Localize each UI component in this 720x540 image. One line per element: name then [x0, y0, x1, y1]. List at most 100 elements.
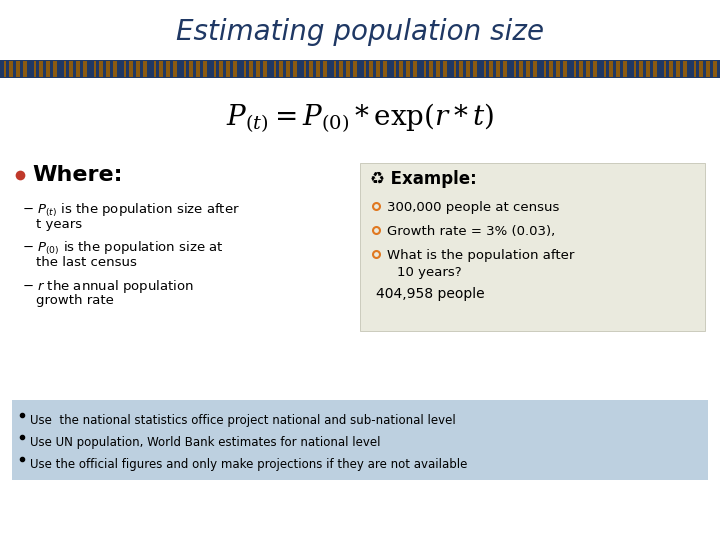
Bar	[117, 61, 120, 77]
Bar	[200, 61, 203, 77]
Bar	[327, 61, 330, 77]
Bar	[387, 61, 390, 77]
Text: Estimating population size: Estimating population size	[176, 18, 544, 46]
Bar	[717, 61, 720, 77]
Text: the last census: the last census	[36, 256, 137, 269]
Bar	[606, 61, 609, 77]
Bar	[613, 61, 616, 77]
Bar	[470, 61, 473, 77]
Bar	[544, 61, 570, 77]
Bar	[366, 61, 369, 77]
Bar	[410, 61, 413, 77]
Bar	[163, 61, 166, 77]
Bar	[4, 61, 30, 77]
Bar	[20, 61, 23, 77]
Text: $P_{(t)} = P_{(0)} * \mathrm{exp}(r * t)$: $P_{(t)} = P_{(0)} * \mathrm{exp}(r * t)…	[226, 102, 494, 134]
Bar	[290, 61, 293, 77]
Bar	[306, 61, 309, 77]
Bar	[184, 61, 210, 77]
Bar	[447, 61, 450, 77]
Bar	[283, 61, 286, 77]
Text: growth rate: growth rate	[36, 294, 114, 307]
Bar	[124, 61, 150, 77]
Bar	[576, 61, 579, 77]
Bar	[696, 61, 699, 77]
Bar	[156, 61, 159, 77]
Text: $-$ $r$ the annual population: $-$ $r$ the annual population	[22, 278, 194, 295]
Bar	[27, 61, 30, 77]
Bar	[364, 61, 390, 77]
Bar	[634, 61, 660, 77]
Text: $-$ $P_{(0)}$ is the population size at: $-$ $P_{(0)}$ is the population size at	[22, 240, 223, 257]
Text: 404,958 people: 404,958 people	[376, 287, 485, 301]
Bar	[334, 61, 360, 77]
Text: Use UN population, World Bank estimates for national level: Use UN population, World Bank estimates …	[30, 436, 380, 449]
Bar	[267, 61, 270, 77]
Bar	[57, 61, 60, 77]
Bar	[514, 61, 540, 77]
Bar	[373, 61, 376, 77]
Bar	[680, 61, 683, 77]
Bar	[493, 61, 496, 77]
Bar	[454, 61, 480, 77]
Bar	[140, 61, 143, 77]
Text: $-$ $P_{(t)}$ is the population size after: $-$ $P_{(t)}$ is the population size aft…	[22, 202, 240, 219]
Bar	[530, 61, 533, 77]
Bar	[553, 61, 556, 77]
Bar	[673, 61, 676, 77]
Bar	[424, 61, 450, 77]
Bar	[6, 61, 9, 77]
Bar	[583, 61, 586, 77]
Bar	[34, 61, 60, 77]
Bar	[357, 61, 360, 77]
Bar	[657, 61, 660, 77]
Text: 10 years?: 10 years?	[397, 266, 462, 279]
Bar	[274, 61, 300, 77]
Bar	[13, 61, 16, 77]
FancyBboxPatch shape	[360, 163, 705, 331]
Bar	[486, 61, 489, 77]
Bar	[276, 61, 279, 77]
Text: t years: t years	[36, 218, 82, 231]
Bar	[426, 61, 429, 77]
Bar	[636, 61, 639, 77]
Text: ♻ Example:: ♻ Example:	[370, 170, 477, 188]
Bar	[546, 61, 549, 77]
Bar	[73, 61, 76, 77]
Bar	[666, 61, 669, 77]
Bar	[64, 61, 90, 77]
Bar	[433, 61, 436, 77]
Bar	[350, 61, 353, 77]
Bar	[50, 61, 53, 77]
Bar	[237, 61, 240, 77]
Bar	[313, 61, 316, 77]
Bar	[523, 61, 526, 77]
Bar	[664, 61, 690, 77]
Bar	[567, 61, 570, 77]
Bar	[154, 61, 180, 77]
Bar	[110, 61, 113, 77]
Bar	[320, 61, 323, 77]
Bar	[12, 400, 708, 480]
Bar	[214, 61, 240, 77]
Bar	[343, 61, 346, 77]
Text: What is the population after: What is the population after	[387, 249, 575, 262]
Text: Where:: Where:	[32, 165, 122, 185]
Bar	[507, 61, 510, 77]
Bar	[96, 61, 99, 77]
Bar	[94, 61, 120, 77]
Bar	[36, 61, 39, 77]
Bar	[297, 61, 300, 77]
Bar	[0, 60, 720, 78]
Bar	[417, 61, 420, 77]
Bar	[710, 61, 713, 77]
Bar	[253, 61, 256, 77]
Bar	[500, 61, 503, 77]
Bar	[643, 61, 646, 77]
Bar	[147, 61, 150, 77]
Bar	[574, 61, 600, 77]
Text: Use the official figures and only make projections if they are not available: Use the official figures and only make p…	[30, 458, 467, 471]
Bar	[43, 61, 46, 77]
Bar	[304, 61, 330, 77]
Bar	[694, 61, 720, 77]
